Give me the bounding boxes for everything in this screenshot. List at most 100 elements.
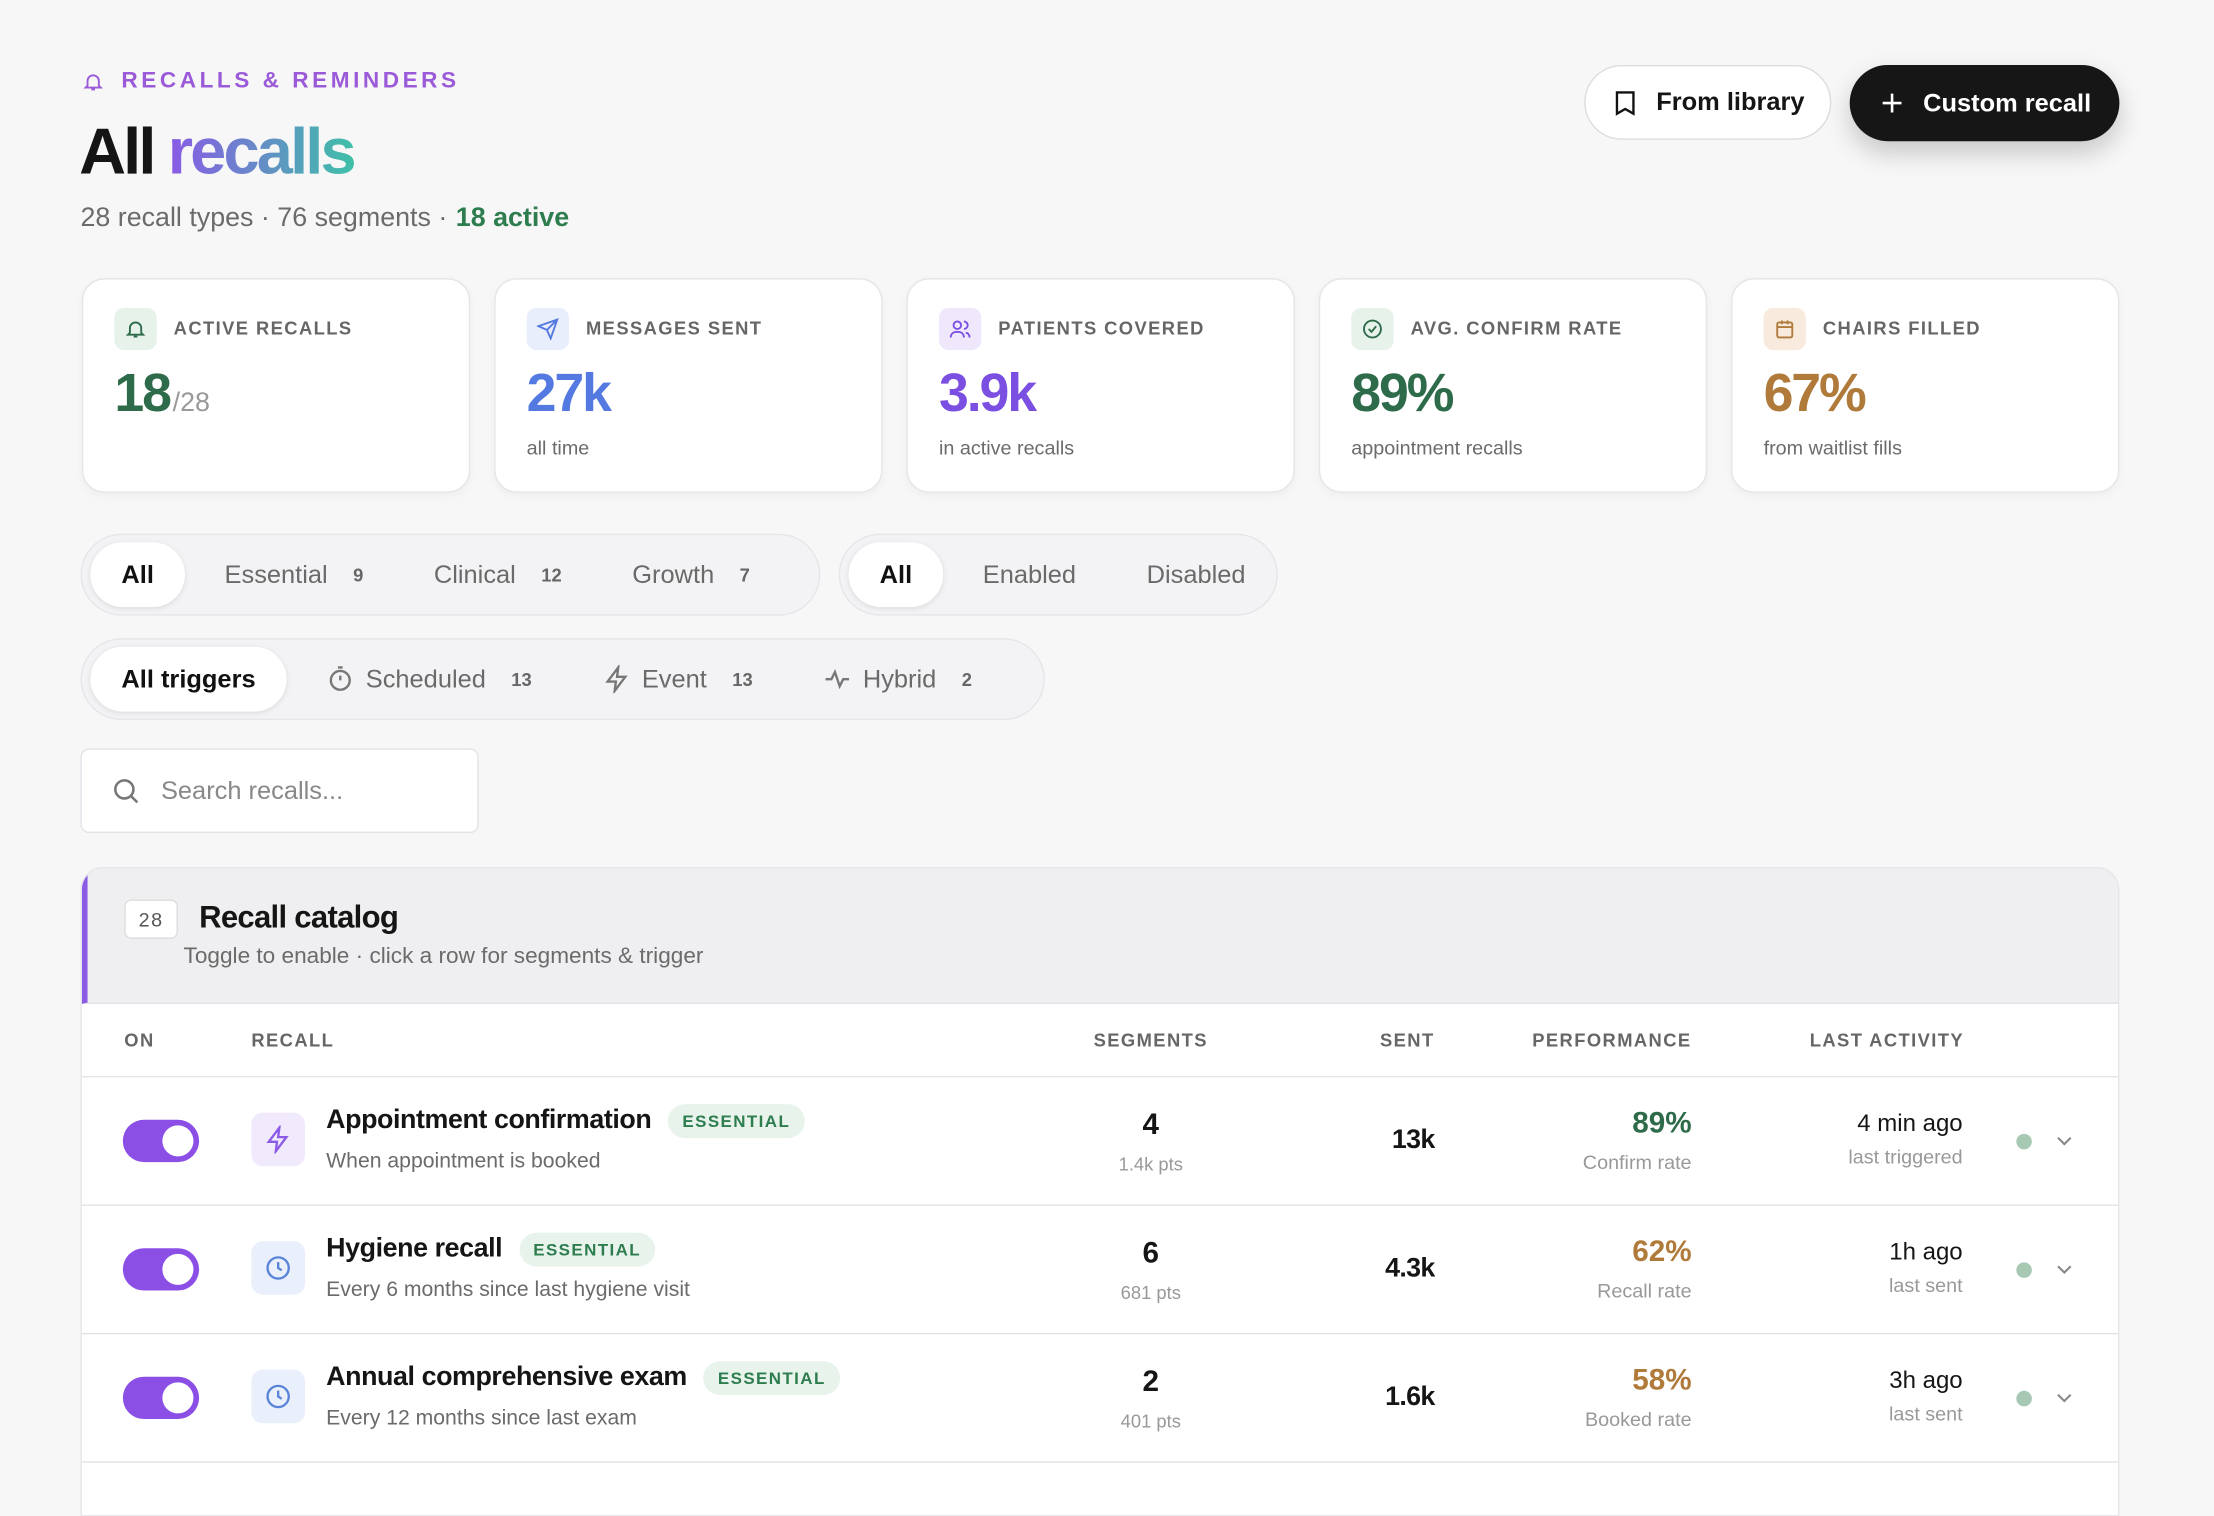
eyebrow-text: RECALLS & REMINDERS <box>121 69 460 94</box>
recall-name: Hygiene recall <box>326 1234 503 1264</box>
filter-group: All Enabled Disabled <box>838 533 1278 616</box>
stat-card card: PATIENTS COVERED 3.9k in active recalls <box>906 278 1295 493</box>
performance: 62% <box>1632 1235 1692 1268</box>
chip-label: Clinical <box>433 559 516 589</box>
sent: 13k <box>1391 1125 1435 1156</box>
toggle[interactable] <box>122 1119 200 1163</box>
divider <box>81 1075 2118 1078</box>
catalog-header: 28 Recall catalog Toggle to enable · click… <box>81 868 2118 1004</box>
filter-group: All triggers Scheduled 13 Event 13 Hybrid 2 <box>80 638 1045 721</box>
filter-chip[interactable]: Growth 7 <box>601 542 781 607</box>
performance: 89% <box>1632 1107 1692 1140</box>
recall-tag: ESSENTIAL <box>519 1232 656 1267</box>
icon <box>82 71 105 94</box>
filter-chip[interactable]: Hybrid 2 <box>792 647 1003 712</box>
button-label: From library <box>1656 87 1805 116</box>
toggle[interactable] <box>122 1248 200 1291</box>
performance: 58% <box>1632 1363 1692 1397</box>
icon <box>251 1112 305 1167</box>
stat-label: PATIENTS COVERED <box>998 317 1205 339</box>
icon <box>251 1369 305 1424</box>
recall-name-wrap: Appointment confirmation ESSENTIAL <box>326 1104 805 1139</box>
icon <box>1351 307 1394 351</box>
stat-value-wrap: 67% <box>1763 364 1867 425</box>
recall-desc: When appointment is booked <box>326 1149 601 1174</box>
stat-value: 89% <box>1351 364 1454 424</box>
filter-chip[interactable]: All triggers <box>90 646 287 712</box>
icon <box>326 665 354 693</box>
icon <box>114 307 157 351</box>
subtitle: 28 recall types · 76 segments · 18 active <box>80 203 569 234</box>
last-activity: 1h ago <box>1889 1238 1963 1266</box>
stat-value-wrap: 27k <box>526 364 612 425</box>
last-activity-label: last sent <box>1889 1273 1963 1297</box>
recall-tag: ESSENTIAL <box>668 1104 805 1139</box>
subtitle-text: 28 recall types · 76 segments · <box>80 203 448 233</box>
status-dot <box>2016 1262 2032 1278</box>
recall-row[interactable]: Hygiene recall ESSENTIAL Every 6 months si… <box>81 1206 2118 1335</box>
filter-group: All Essential 9 Clinical 12 Growth 7 <box>80 533 821 616</box>
icon <box>526 307 570 351</box>
segment-points: 401 pts <box>1120 1410 1181 1432</box>
from-library-button[interactable]: From library <box>1584 64 1832 140</box>
stat-value-wrap: 3.9k <box>939 364 1037 425</box>
chip-label: All triggers <box>121 664 256 693</box>
icon <box>2052 1385 2077 1410</box>
custom-recall-button[interactable]: Custom recall <box>1849 64 2120 142</box>
filter-chip[interactable]: Disabled <box>1116 542 1277 607</box>
page-title: All recalls <box>79 113 357 189</box>
chip-count: 12 <box>541 564 562 586</box>
segment-points: 681 pts <box>1120 1282 1181 1304</box>
stat-label: AVG. CONFIRM RATE <box>1410 317 1623 339</box>
search-placeholder: Search recalls... <box>160 775 344 805</box>
stat-value: 67% <box>1763 364 1867 424</box>
column-header: LAST ACTIVITY <box>1809 1029 1965 1051</box>
stat-card card: CHAIRS FILLED 67% from waitlist fills <box>1731 278 2120 493</box>
filter-chip[interactable]: All <box>848 542 944 608</box>
search-input[interactable]: Search recalls... <box>80 748 479 834</box>
button-label: Custom recall <box>1923 88 2092 117</box>
catalog-title: Recall catalog <box>199 899 399 935</box>
icon <box>110 775 141 806</box>
catalog-count: 28 <box>124 899 178 939</box>
title-part: All <box>79 114 156 188</box>
filter-chip[interactable]: Essential 9 <box>193 542 394 607</box>
stat-note: all time <box>526 436 590 459</box>
performance-label: Recall rate <box>1597 1279 1692 1302</box>
recall-name: Appointment confirmation <box>326 1105 652 1136</box>
filter-chip[interactable]: Scheduled 13 <box>295 647 563 712</box>
stat-value-wrap: 18/28 <box>114 364 210 425</box>
chip-label: Essential <box>224 559 328 589</box>
chip-label: Event <box>641 664 707 693</box>
filter-chip[interactable]: Enabled <box>952 542 1107 607</box>
eyebrow: RECALLS & REMINDERS <box>82 69 460 94</box>
recall-catalog: 28 Recall catalog Toggle to enable · click… <box>80 866 2120 1516</box>
last-activity-label: last sent <box>1889 1402 1963 1425</box>
recall-row[interactable]: Appointment confirmation ESSENTIAL When ap… <box>81 1077 2118 1206</box>
filter-chip[interactable]: All <box>90 542 185 608</box>
stat-value: 27k <box>526 364 612 424</box>
segment-points: 1.4k pts <box>1118 1153 1183 1175</box>
chip-label: Hybrid <box>862 664 937 693</box>
column-header: SEGMENTS <box>1093 1029 1208 1051</box>
filter-chip[interactable]: Clinical 12 <box>403 542 593 607</box>
column-header: RECALL <box>251 1029 335 1051</box>
active-count: 18 active <box>455 203 570 233</box>
stat-label: ACTIVE RECALLS <box>173 317 353 339</box>
column-header: PERFORMANCE <box>1532 1029 1692 1051</box>
stat-card card: ACTIVE RECALLS 18/28 <box>81 278 471 493</box>
recall-tag: ESSENTIAL <box>703 1361 840 1396</box>
sent: 4.3k <box>1385 1253 1435 1284</box>
catalog-subtitle: Toggle to enable · click a row for segme… <box>183 944 704 969</box>
chip-count: 13 <box>732 668 753 690</box>
toggle[interactable] <box>122 1376 200 1420</box>
stat-note: appointment recalls <box>1351 436 1523 459</box>
stat-value: 18 <box>114 364 172 424</box>
toggle-knob <box>162 1253 194 1285</box>
icon <box>2052 1128 2077 1153</box>
icon <box>938 307 982 351</box>
filter-chip[interactable]: Event 13 <box>571 647 784 712</box>
recall-row[interactable]: Annual comprehensive exam ESSENTIAL Every … <box>81 1334 2118 1463</box>
icon <box>823 665 851 693</box>
icon <box>1878 89 1906 117</box>
